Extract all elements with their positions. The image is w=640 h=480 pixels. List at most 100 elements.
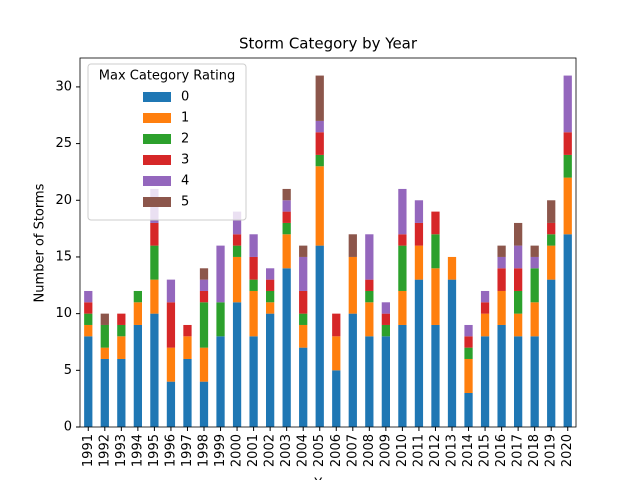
- bar-segment: [232, 211, 242, 235]
- legend-label: 0: [181, 90, 189, 105]
- bar-segment: [282, 234, 291, 269]
- bar-segment: [84, 313, 93, 325]
- bar-segment: [117, 336, 126, 359]
- bar-segment: [365, 234, 374, 280]
- x-tick-label: 2006: [329, 434, 344, 467]
- bar-segment: [464, 324, 473, 337]
- bar-segment: [282, 268, 291, 427]
- bar-segment: [431, 324, 440, 427]
- bar-segment: [414, 200, 424, 223]
- bar-segment: [216, 336, 225, 427]
- bar-segment: [183, 324, 192, 337]
- x-tick-label: 1999: [213, 434, 228, 467]
- bar-segment: [150, 245, 159, 280]
- bar-segment: [381, 324, 390, 337]
- legend-label: 5: [181, 195, 189, 210]
- bar-segment: [365, 290, 374, 303]
- bar-segment: [365, 279, 374, 291]
- legend-title: Max Category Rating: [99, 69, 235, 84]
- x-tick-label: 2013: [445, 434, 460, 467]
- bar-segment: [414, 279, 424, 427]
- x-tick-label: 2000: [230, 434, 245, 467]
- bar-segment: [150, 279, 159, 314]
- bar-segment: [282, 222, 291, 235]
- x-tick-label: 2017: [511, 434, 526, 467]
- bar-segment: [315, 75, 324, 121]
- bar-segment: [166, 347, 176, 382]
- bar-segment: [232, 302, 242, 427]
- bar-segment: [431, 268, 440, 325]
- bar-segment: [547, 234, 556, 246]
- bar-segment: [381, 313, 390, 325]
- bar-segment: [381, 336, 390, 427]
- y-tick-label: 5: [64, 363, 72, 378]
- x-tick-label: 2020: [560, 434, 575, 467]
- bar-segment: [530, 256, 539, 269]
- bar-segment: [100, 313, 109, 325]
- bar-segment: [84, 336, 93, 427]
- bar-segment: [232, 245, 242, 257]
- bar-segment: [514, 268, 523, 291]
- bar-segment: [249, 290, 258, 337]
- bar-segment: [480, 302, 490, 314]
- bar-segment: [183, 358, 192, 427]
- bar-segment: [299, 313, 308, 325]
- x-tick-label: 1991: [81, 434, 96, 467]
- bar-segment: [84, 290, 93, 303]
- bar-segment: [547, 279, 556, 427]
- bar-segment: [563, 154, 572, 178]
- bar-segment: [497, 290, 506, 325]
- bar-segment: [563, 75, 572, 133]
- bar-segment: [398, 234, 407, 246]
- bar-segment: [133, 290, 142, 303]
- bar-segment: [563, 132, 572, 155]
- bar-segment: [249, 336, 258, 427]
- bar-segment: [315, 132, 324, 155]
- x-tick-label: 2016: [494, 434, 509, 467]
- y-tick-label: 10: [55, 306, 72, 321]
- bar-segment: [332, 313, 341, 337]
- legend-swatch: [143, 134, 171, 144]
- bar-segment: [381, 302, 390, 314]
- legend-swatch: [143, 155, 171, 165]
- bar-segment: [117, 358, 126, 427]
- bar-segment: [447, 279, 457, 427]
- bar-segment: [398, 290, 407, 325]
- bar-segment: [563, 177, 572, 235]
- bar-segment: [348, 256, 357, 314]
- bar-segment: [497, 245, 506, 257]
- x-axis-label: Year: [313, 477, 342, 480]
- bar-segment: [514, 313, 523, 337]
- bar-segment: [266, 313, 275, 427]
- bar-segment: [431, 211, 440, 235]
- plot-frame: [79, 57, 577, 428]
- bar-segment: [464, 347, 473, 359]
- bar-segment: [199, 347, 209, 382]
- bar-segment: [249, 279, 258, 291]
- bar-segment: [84, 302, 93, 314]
- legend-label: 1: [181, 111, 189, 126]
- bar-segment: [249, 234, 258, 257]
- bar-segment: [150, 222, 159, 246]
- x-tick-label: 1998: [197, 434, 212, 467]
- bar-segment: [150, 313, 159, 427]
- bar-segment: [299, 290, 308, 314]
- bar-segment: [530, 302, 539, 337]
- x-tick-label: 2010: [395, 434, 410, 467]
- bar-segment: [117, 324, 126, 337]
- bar-segment: [166, 279, 176, 303]
- bar-segment: [414, 222, 424, 246]
- legend-swatch: [143, 176, 171, 186]
- bar-segment: [497, 324, 506, 427]
- bar-segment: [282, 200, 291, 212]
- bar-segment: [480, 313, 490, 337]
- bar-segment: [315, 154, 324, 167]
- x-tick-label: 1996: [163, 434, 178, 467]
- bar-segment: [133, 324, 142, 427]
- bar-segment: [199, 268, 209, 280]
- bar-segment: [414, 245, 424, 280]
- bar-segment: [497, 256, 506, 269]
- x-tick-label: 2008: [362, 434, 377, 467]
- bar-segment: [282, 211, 291, 223]
